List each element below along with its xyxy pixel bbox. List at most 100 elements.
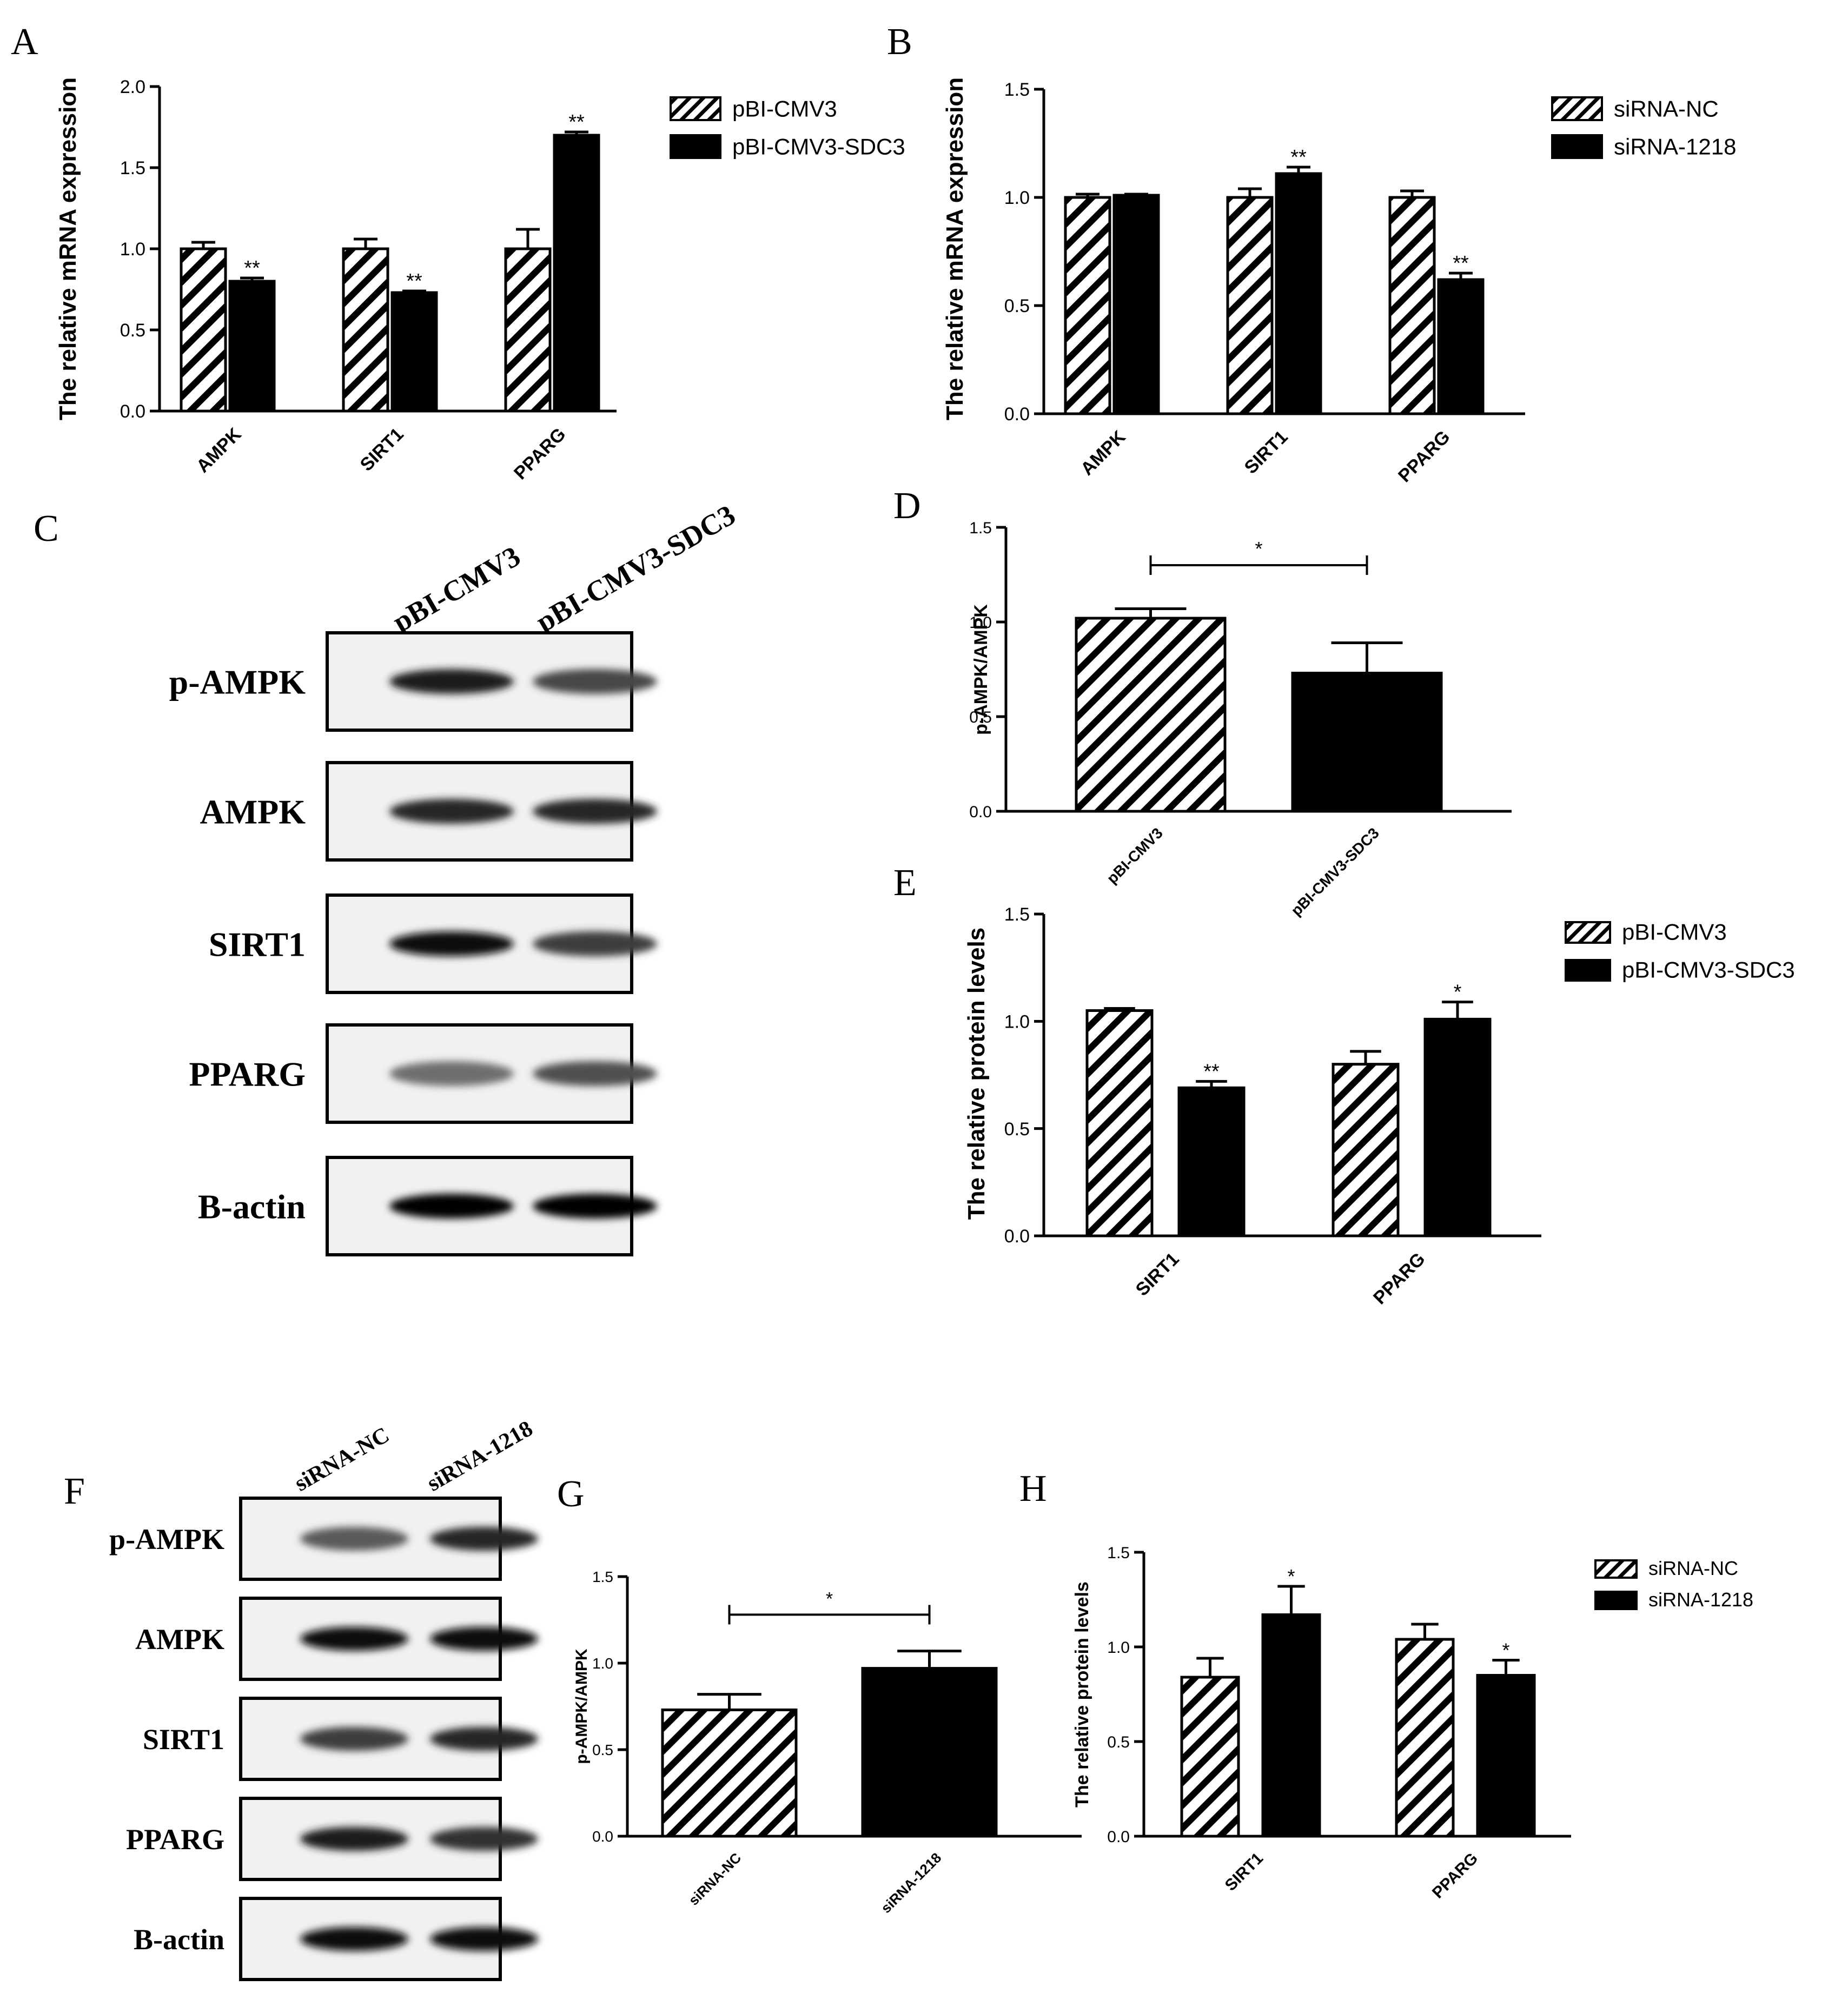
bracket-label: * [826, 1588, 833, 1609]
y-axis-label: p-AMPK/AMPK [573, 1649, 591, 1764]
panel-letter-e: E [893, 862, 917, 904]
bar [1064, 196, 1111, 415]
y-tick-label: 1.0 [969, 614, 992, 632]
bar [1075, 617, 1227, 813]
bracket-label: * [1255, 538, 1262, 560]
significance-marker: ** [1453, 252, 1469, 275]
bar [1180, 1676, 1240, 1838]
y-axis-label: The relative protein levels [1072, 1581, 1092, 1808]
legend-swatch [1594, 1559, 1638, 1579]
blot-lane-label: siRNA-NC [290, 1422, 394, 1497]
y-tick-label: 1.0 [592, 1655, 613, 1672]
blot-f: siRNA-NC siRNA-1218 p-AMPK AMPK SIRT1 PPARG B-… [109, 1416, 538, 1981]
blot-row: PPARG [189, 1023, 657, 1124]
blot-band [430, 1727, 538, 1751]
legend-label: siRNA-1218 [1614, 134, 1736, 160]
bar [180, 247, 227, 413]
panel-letter-b: B [887, 21, 912, 63]
bar [228, 280, 276, 413]
blot-band [430, 1927, 538, 1951]
legend-swatch [1594, 1591, 1638, 1610]
blot-row-label: B-actin [134, 1923, 224, 1956]
y-axis-label: The relative mRNA expression [942, 77, 968, 420]
y-tick-label: 1.0 [1107, 1639, 1130, 1657]
bar [1291, 672, 1443, 813]
blots-layer: pBI-CMV3 pBI-CMV3-SDC3 p-AMPK AMPK SIRT1 PPAR… [109, 498, 741, 1981]
y-tick-label: 1.5 [592, 1568, 613, 1585]
bar [553, 134, 600, 413]
blot-band [300, 1527, 408, 1551]
chart-g: 0.0 0.5 1.0 1.5 p-AMPK/AMPK siRNA-NC siRNA-121… [573, 1568, 1082, 1916]
blot-row-label: PPARG [189, 1055, 306, 1093]
blot-band [430, 1627, 538, 1651]
legend-label: siRNA-1218 [1648, 1588, 1753, 1611]
y-tick-label: 1.5 [1004, 80, 1030, 100]
y-tick-label: 2.0 [120, 77, 145, 97]
legend-swatch [670, 134, 721, 159]
y-tick-label: 0.0 [120, 401, 145, 422]
bar [1332, 1063, 1400, 1237]
y-tick-label: 1.0 [120, 239, 145, 260]
bar [1395, 1638, 1455, 1838]
significance-marker: * [1454, 981, 1462, 1004]
bar [1226, 196, 1274, 415]
bar [1177, 1086, 1246, 1237]
blot-band [533, 931, 657, 956]
bar [1476, 1674, 1536, 1838]
panel-letter-h: H [1019, 1468, 1047, 1510]
blot-band [300, 1727, 408, 1751]
y-tick-label: 0.5 [592, 1742, 613, 1758]
y-tick-label: 0.5 [1004, 296, 1030, 316]
y-tick-label: 1.0 [1004, 1012, 1030, 1032]
blot-row: SIRT1 [143, 1697, 538, 1781]
y-tick-label: 0.0 [1004, 404, 1030, 425]
blot-row-label: SIRT1 [143, 1723, 224, 1756]
significance-marker: ** [406, 270, 422, 293]
x-category-label: SIRT1 [1241, 427, 1292, 478]
x-category-label: PPARG [510, 424, 570, 484]
y-tick-label: 0.0 [1004, 1226, 1030, 1247]
charts-layer: 0.0 0.5 1.0 1.5 2.0 The relative mRNA express… [55, 77, 1795, 1916]
blot-band [389, 1061, 514, 1086]
blot-row: B-actin [134, 1897, 538, 1981]
x-category-label: siRNA-NC [685, 1849, 744, 1908]
x-category-label: AMPK [1077, 426, 1130, 479]
bar [1275, 172, 1322, 415]
bar [1112, 194, 1160, 415]
y-tick-label: 1.5 [120, 158, 145, 178]
bar [504, 247, 552, 413]
legend-swatch [670, 96, 721, 121]
x-category-label: PPARG [1394, 427, 1454, 487]
blot-band [300, 1827, 408, 1851]
x-category-label: pBI-CMV3-SDC3 [1288, 824, 1382, 919]
bar [661, 1708, 798, 1838]
y-tick-label: 0.5 [969, 709, 992, 726]
panel-letter-g: G [557, 1473, 585, 1515]
legend-label: siRNA-NC [1648, 1557, 1738, 1579]
blot-row-label: AMPK [200, 792, 306, 831]
x-category-label: PPARG [1429, 1849, 1481, 1902]
legend-label: pBI-CMV3-SDC3 [1622, 957, 1795, 982]
significance-marker: ** [1290, 146, 1307, 169]
x-category-label: siRNA-1218 [878, 1850, 944, 1916]
blot-band [533, 1194, 657, 1219]
y-tick-label: 1.0 [1004, 188, 1030, 208]
legend-label: siRNA-NC [1614, 96, 1719, 122]
blot-row-label: SIRT1 [209, 925, 306, 963]
blot-band [430, 1527, 538, 1551]
blot-row-label: PPARG [126, 1823, 224, 1856]
bar [1085, 1009, 1154, 1237]
y-tick-label: 0.0 [969, 803, 992, 821]
bar [1437, 278, 1485, 415]
y-tick-label: 1.5 [1004, 904, 1030, 925]
chart-h: 0.0 0.5 1.0 1.5 The relative protein levels *… [1072, 1544, 1753, 1902]
legend-swatch [1551, 134, 1603, 159]
legend-label: pBI-CMV3 [1622, 919, 1727, 944]
y-tick-label: 0.0 [1107, 1828, 1130, 1846]
legend-swatch [1565, 921, 1611, 944]
legend-label: pBI-CMV3 [732, 96, 837, 122]
blot-band [389, 1194, 514, 1219]
blot-band [389, 669, 514, 694]
blot-row: p-AMPK [109, 1497, 538, 1581]
legend-swatch [1551, 96, 1603, 121]
